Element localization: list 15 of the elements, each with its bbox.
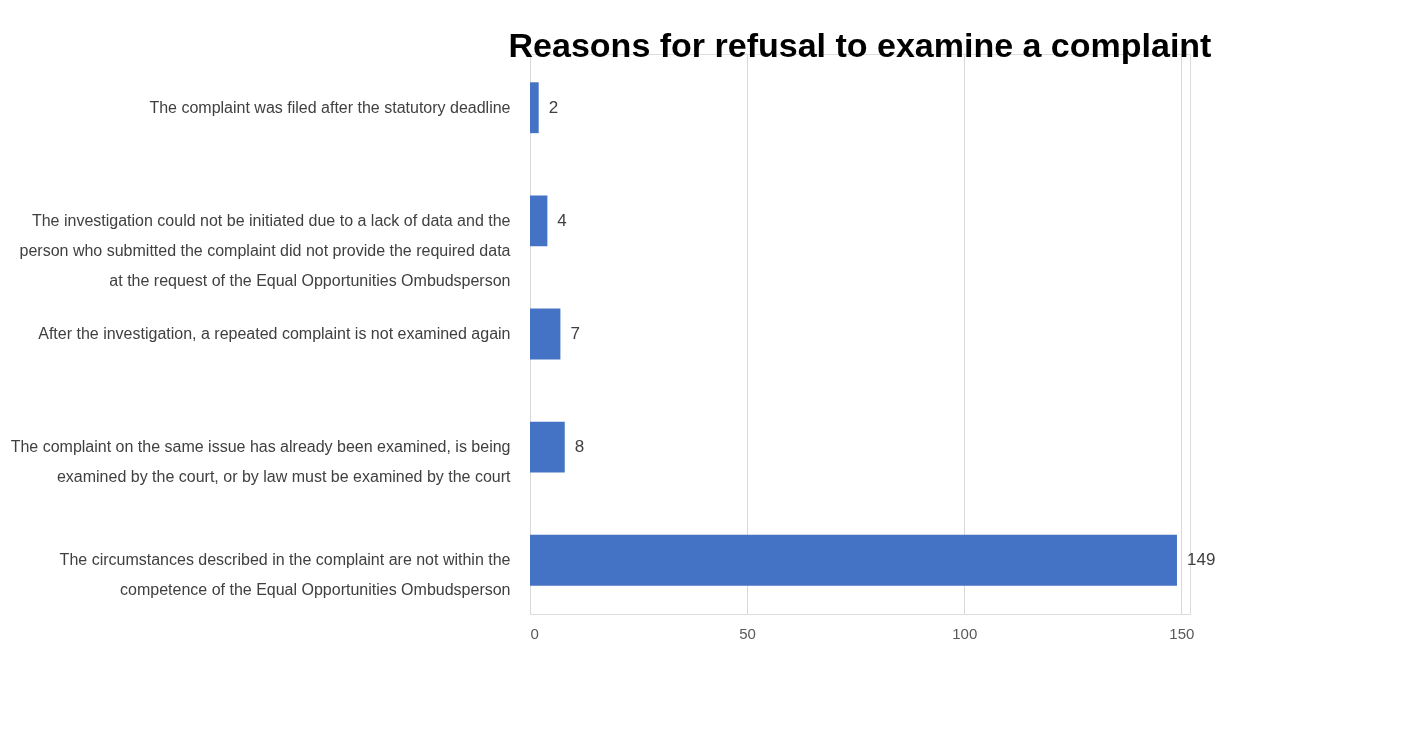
- y-tick-label: The complaint was filed after the statutory deadline: [149, 98, 511, 116]
- data-label: 149: [1186, 550, 1216, 570]
- y-tick-label: The circumstances described in the complaint are not within the competence of the Equal Opportunities Ombudsperson: [59, 551, 511, 599]
- data-label: 4: [557, 210, 567, 230]
- chart-title: Reasons for refusal to examine a complaint: [508, 26, 1212, 64]
- x-tick-label: 100: [952, 624, 978, 642]
- data-label: 8: [574, 437, 585, 457]
- y-tick-label: The investigation could not be initiated due to a lack of data and the person who submitted the complaint did not provide the required data at the request of the Equal Opportunities Ombudsperson: [19, 211, 511, 289]
- x-tick-label: 50: [739, 624, 756, 642]
- data-label: 2: [548, 97, 559, 117]
- y-tick-label: The complaint on the same issue has already been examined, is being examined by the court, or by law must be examined by the court: [10, 438, 512, 486]
- data-label: 7: [570, 324, 580, 343]
- y-tick-label: After the investigation, a repeated complaint is not examined again: [38, 325, 511, 342]
- x-tick-label: 0: [530, 624, 539, 642]
- x-tick-label: 150: [1169, 624, 1195, 642]
